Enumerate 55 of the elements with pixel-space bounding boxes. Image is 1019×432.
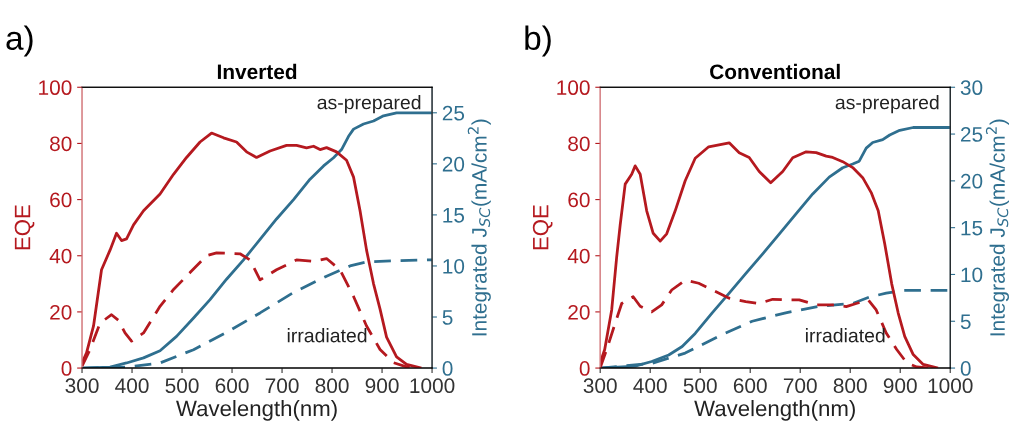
- annotation: irradiated: [805, 328, 885, 343]
- y-axis-title: EQE: [532, 205, 553, 250]
- annotation: as-prepared: [317, 95, 421, 114]
- x-tick-label: 900: [365, 378, 399, 394]
- y2-tick-label: 20: [960, 173, 983, 189]
- y-tick-label: 40: [567, 248, 590, 264]
- annotation: irradiated: [287, 328, 367, 343]
- text: b): [525, 25, 551, 57]
- y-tick-label: 100: [39, 80, 72, 96]
- x-tick-label: 800: [833, 378, 867, 394]
- x-tick-label: 600: [733, 378, 767, 394]
- y2-axis-title: Integrated J$_{SC}$(mA/cm$^{2}$): [985, 119, 1010, 336]
- x-tick-label: 600: [215, 378, 249, 394]
- y-tick-label: 60: [50, 192, 72, 208]
- x-tick-label: 300: [65, 378, 99, 394]
- x-tick-label: 900: [883, 378, 917, 394]
- x-tick-label: 700: [265, 378, 299, 394]
- y2-tick-label: 0: [960, 361, 971, 376]
- y2-tick-label: 5: [442, 310, 453, 325]
- y2-axis-title: Integrated J$_{SC}$(mA/cm$^{2}$): [467, 119, 491, 336]
- y-tick-label: 60: [568, 192, 590, 208]
- x-tick-label: 400: [633, 378, 667, 394]
- y2-tick-label: 20: [442, 156, 465, 172]
- y-tick-label: 80: [568, 136, 590, 152]
- x-axis-title: Wavelength(nm): [176, 399, 337, 421]
- y-tick-label: 40: [49, 248, 72, 264]
- y-tick-label: 100: [557, 80, 590, 96]
- x-tick-label: 300: [583, 378, 617, 394]
- y-axis-title: EQE: [14, 205, 35, 250]
- y2-tick-label: 5: [960, 314, 971, 330]
- x-tick-label: 500: [683, 378, 717, 394]
- y-tick-label: 20: [568, 304, 590, 320]
- x-tick-label: 800: [315, 378, 349, 394]
- y2-tick-label: 10: [961, 267, 983, 283]
- x-axis-title: Wavelength(nm): [694, 399, 855, 421]
- y2-tick-label: 15: [961, 220, 983, 236]
- chart-title: Inverted: [217, 63, 297, 80]
- x-tick-label: 700: [783, 378, 817, 394]
- y2-tick-label: 30: [960, 80, 983, 96]
- y2-tick-label: 25: [960, 127, 983, 142]
- chart-title: Conventional: [710, 63, 840, 80]
- y-tick-label: 0: [579, 361, 590, 376]
- y2-tick-label: 15: [443, 208, 465, 223]
- annotation: as-prepared: [835, 95, 939, 114]
- x-tick-label: 400: [115, 378, 149, 394]
- y-tick-label: 80: [50, 136, 72, 152]
- text: a): [6, 25, 33, 57]
- y-tick-label: 0: [61, 361, 72, 376]
- y-tick-label: 20: [50, 304, 72, 320]
- x-tick-label: 1000: [928, 378, 973, 394]
- y2-tick-label: 25: [442, 105, 465, 121]
- y2-tick-label: 10: [443, 258, 465, 274]
- x-tick-label: 500: [165, 378, 199, 394]
- y2-tick-label: 0: [442, 361, 453, 376]
- x-tick-label: 1000: [410, 378, 455, 394]
